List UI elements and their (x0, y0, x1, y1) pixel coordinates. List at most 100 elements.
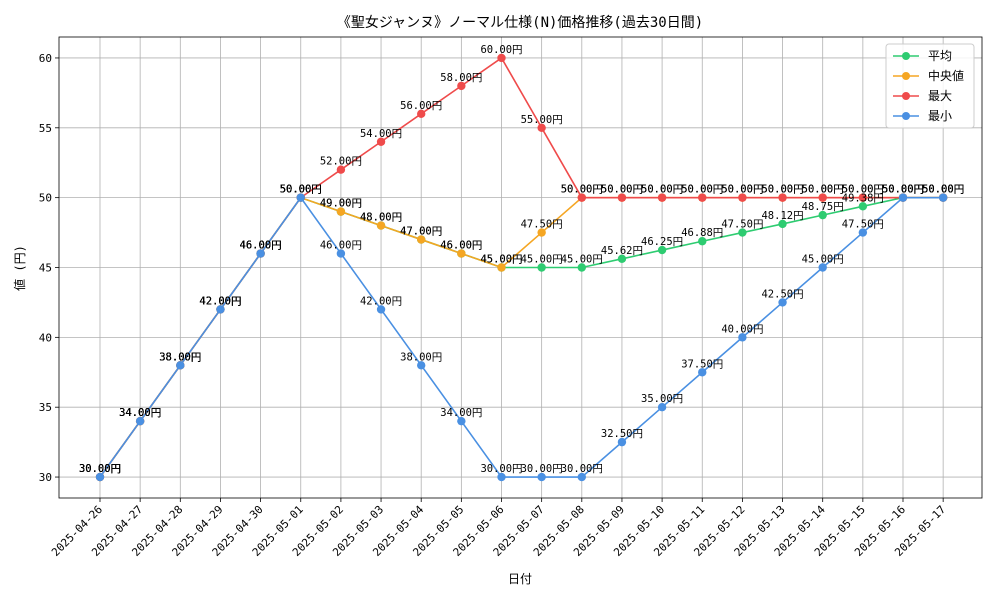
data-label-2: 50.00円 (721, 184, 763, 196)
data-label-1: 46.00円 (440, 240, 482, 252)
data-label-1: 50.00円 (761, 184, 803, 196)
legend-marker (902, 112, 910, 120)
series-point-2 (457, 81, 466, 91)
data-label-2: 34.00円 (119, 407, 161, 419)
data-label-1: 50.00円 (681, 184, 723, 196)
data-label-0: 34.00円 (119, 407, 161, 419)
data-label-2: 54.00円 (360, 128, 402, 140)
data-label-3: 30.00円 (521, 463, 563, 475)
series-point-2 (417, 109, 426, 119)
series-point-3 (216, 305, 225, 314)
legend-label: 中央値 (928, 68, 964, 83)
data-label-2: 46.00円 (240, 240, 282, 252)
data-label-2: 50.00円 (922, 184, 964, 196)
data-label-3: 38.00円 (159, 351, 201, 363)
data-label-1: 42.00円 (199, 295, 241, 307)
data-label-2: 56.00円 (400, 100, 442, 112)
data-label-0: 46.25円 (641, 236, 683, 248)
data-label-0: 46.00円 (440, 240, 482, 252)
data-label-1: 50.00円 (922, 184, 964, 196)
series-point-3 (457, 416, 466, 426)
series-point-1 (457, 249, 466, 258)
series-point-3 (417, 361, 426, 370)
data-label-2: 50.00円 (280, 184, 322, 196)
data-label-3: 34.00円 (119, 407, 161, 419)
legend-marker (902, 52, 910, 60)
series-point-3 (537, 472, 546, 482)
plot-frame (58, 36, 983, 499)
data-label-2: 52.00円 (320, 156, 362, 168)
data-label-1: 50.00円 (641, 184, 683, 196)
series-point-3 (95, 472, 105, 482)
series-point-1 (497, 263, 506, 272)
data-label-2: 50.00円 (561, 184, 603, 196)
series-point-3 (176, 361, 185, 370)
data-label-3: 30.00円 (79, 463, 121, 475)
data-label-0: 47.50円 (721, 219, 763, 231)
data-label-3: 30.00円 (561, 463, 603, 475)
series-point-3 (617, 437, 627, 447)
series-point-0 (657, 245, 667, 255)
data-label-3: 42.00円 (360, 295, 402, 307)
series-point-2 (617, 193, 627, 202)
series-point-2 (858, 193, 868, 202)
series-point-3 (778, 298, 787, 307)
data-label-0: 38.00円 (159, 351, 201, 363)
data-label-0: 45.00円 (521, 254, 563, 266)
y-tick-label: 60 (39, 52, 52, 65)
data-label-0: 45.00円 (561, 254, 603, 266)
y-tick-label: 30 (39, 471, 52, 484)
series-point-3 (497, 472, 506, 482)
data-label-3: 42.00円 (199, 295, 241, 307)
series-point-2 (537, 123, 546, 133)
data-label-3: 42.50円 (761, 288, 803, 300)
data-label-1: 50.00円 (601, 184, 643, 196)
data-label-0: 30.00円 (79, 463, 121, 475)
data-label-0: 46.88円 (681, 227, 723, 239)
series-point-1 (537, 228, 546, 237)
data-label-1: 38.00円 (159, 351, 201, 363)
series-point-3 (738, 333, 747, 342)
data-label-0: 49.38円 (842, 192, 884, 204)
data-label-3: 34.00円 (440, 407, 482, 419)
data-label-0: 48.00円 (360, 212, 402, 224)
data-label-3: 38.00円 (400, 351, 442, 363)
x-axis-title: 日付 (508, 572, 532, 586)
series-point-3 (336, 249, 346, 258)
data-label-3: 50.00円 (922, 184, 964, 196)
data-label-2: 50.00円 (681, 184, 723, 196)
chart-title: 《聖女ジャンヌ》ノーマル仕様(N)価格推移(過去30日間) (337, 14, 703, 31)
y-tick-label: 50 (39, 192, 52, 205)
data-label-2: 42.00円 (199, 295, 241, 307)
data-label-2: 60.00円 (480, 44, 522, 56)
series-point-3 (698, 368, 707, 377)
data-label-0: 49.00円 (320, 198, 362, 210)
series-point-1 (417, 235, 426, 244)
y-axis-title: 値 (円) (12, 245, 27, 291)
series-point-3 (657, 402, 667, 412)
data-label-3: 37.50円 (681, 358, 723, 370)
data-label-1: 30.00円 (79, 463, 121, 475)
series-point-1 (336, 207, 346, 216)
series-point-0 (858, 202, 868, 211)
series-point-2 (577, 193, 586, 202)
series-point-0 (577, 263, 586, 272)
series-point-3 (296, 193, 305, 202)
data-label-1: 45.00円 (480, 254, 522, 266)
data-label-3: 46.00円 (240, 240, 282, 252)
data-label-0: 50.00円 (882, 184, 924, 196)
series-point-3 (898, 193, 908, 202)
data-label-1: 50.00円 (280, 184, 322, 196)
series-point-3 (818, 263, 827, 272)
data-label-0: 42.00円 (199, 295, 241, 307)
data-label-2: 50.00円 (601, 184, 643, 196)
series-point-3 (577, 472, 586, 482)
data-label-2: 38.00円 (159, 351, 201, 363)
series-point-2 (818, 193, 827, 202)
data-label-2: 50.00円 (882, 184, 924, 196)
series-point-3 (376, 305, 386, 314)
data-label-2: 55.00円 (521, 114, 563, 126)
